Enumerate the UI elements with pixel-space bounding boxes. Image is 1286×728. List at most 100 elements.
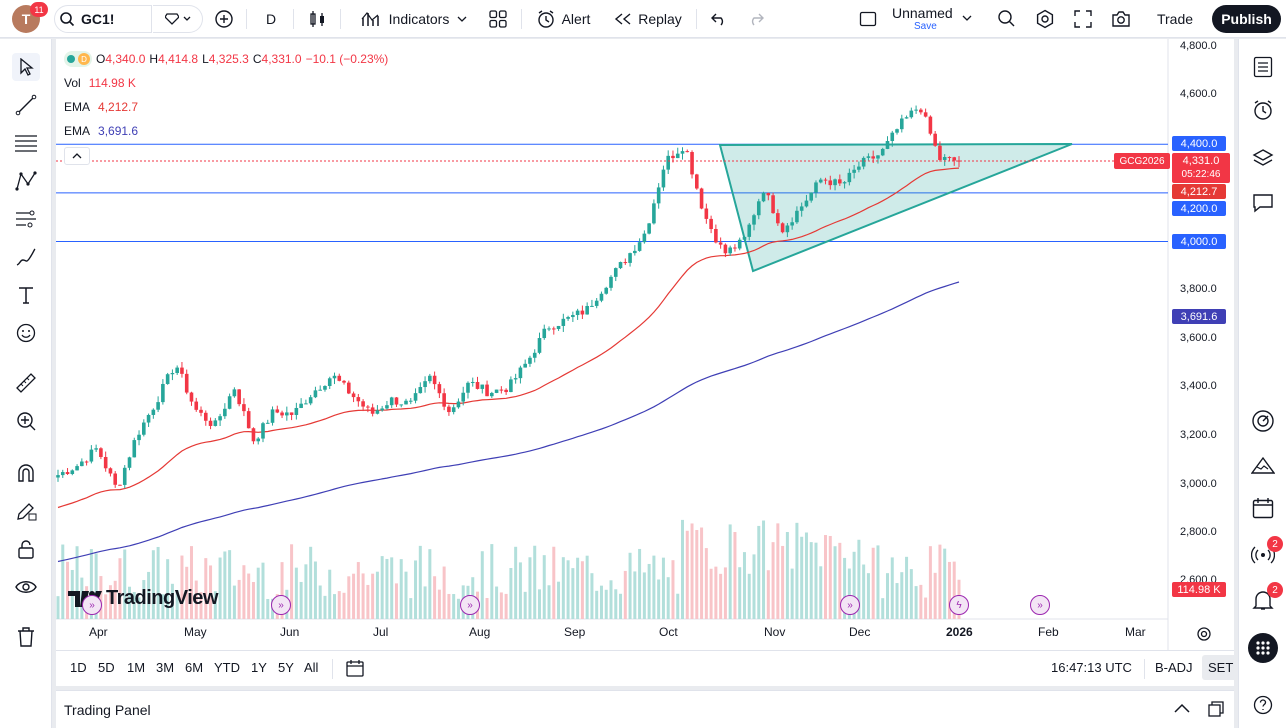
technicals-button[interactable] [1249, 407, 1277, 435]
range-all[interactable]: All [304, 660, 319, 675]
trade-button[interactable]: Trade [1156, 11, 1194, 27]
calendar-button[interactable] [1249, 494, 1277, 522]
level-4400-label: 4,400.0 [1172, 136, 1226, 151]
snapshot-button[interactable] [1108, 5, 1134, 33]
magnet-tool[interactable] [12, 459, 40, 487]
symbol-search[interactable]: GC1! [54, 5, 152, 33]
contract-label: GCG2026 [1114, 153, 1170, 169]
quick-search-button[interactable] [994, 5, 1020, 33]
calendar-range-icon[interactable] [346, 659, 366, 677]
candle [94, 448, 98, 450]
maximize-icon[interactable] [1208, 701, 1224, 717]
event-marker[interactable]: » [840, 595, 860, 615]
search-icon [60, 12, 75, 27]
settings-button[interactable] [1032, 5, 1058, 33]
volume-bar [99, 576, 103, 619]
volume-bar [895, 583, 899, 619]
fib-tool[interactable] [12, 129, 40, 157]
range-1y[interactable]: 1Y [251, 660, 267, 675]
templates-button[interactable] [484, 5, 512, 33]
candle [952, 157, 957, 161]
lock-tool[interactable] [12, 535, 40, 563]
watchlist-button[interactable] [1249, 53, 1277, 81]
trash-icon [18, 627, 34, 647]
trend-line-tool[interactable] [12, 91, 40, 119]
chart-pane[interactable]: D O 4,340.0 H 4,414.8 L 4,325.3 C 4,331.0 −1… [56, 39, 1234, 650]
volume-bar [170, 583, 174, 619]
volume-bar [108, 585, 112, 619]
remove-drawings-tool[interactable] [12, 623, 40, 651]
forecast-tool[interactable] [12, 205, 40, 233]
volume-bar [118, 558, 122, 619]
range-1d[interactable]: 1D [70, 660, 87, 675]
chats-button[interactable] [1249, 189, 1277, 217]
trading-panel[interactable]: Trading Panel [56, 690, 1234, 728]
emoji-tool[interactable] [12, 319, 40, 347]
volume-bar [638, 548, 642, 619]
brush-tool[interactable] [12, 243, 40, 271]
volume-bar [137, 597, 141, 619]
event-marker[interactable]: » [1030, 595, 1050, 615]
visibility-tool[interactable] [12, 573, 40, 601]
alerts-button[interactable] [1249, 96, 1277, 124]
event-marker[interactable]: » [271, 595, 291, 615]
indicators-button[interactable]: Indicators [352, 5, 476, 33]
range-5y[interactable]: 5Y [278, 660, 294, 675]
range-6m[interactable]: 6M [185, 660, 204, 675]
volume-bar [518, 562, 522, 619]
zoom-tool[interactable] [12, 407, 40, 435]
range-ytd[interactable]: YTD [214, 660, 240, 675]
interval-button[interactable]: D [265, 11, 277, 27]
clock-time[interactable]: 16:47:13 UTC [1051, 660, 1132, 675]
candle [346, 382, 351, 394]
replay-button[interactable]: Replay [610, 5, 686, 33]
volume-bar [318, 585, 322, 619]
notifications-button[interactable] [1249, 586, 1277, 614]
volume-bar [881, 598, 885, 619]
event-marker[interactable]: » [460, 595, 480, 615]
chart-type-button[interactable] [304, 5, 332, 33]
cursor-tool[interactable] [12, 53, 40, 81]
ideas-button[interactable] [1249, 451, 1277, 479]
chevron-up-icon[interactable] [1174, 703, 1190, 713]
layout-toggle[interactable] [855, 5, 881, 33]
event-marker[interactable]: » [82, 595, 102, 615]
redo-button[interactable] [743, 5, 769, 33]
adjustment-toggle[interactable]: B-ADJ [1155, 660, 1193, 675]
square-icon [859, 11, 877, 27]
text-tool[interactable] [12, 281, 40, 309]
range-5d[interactable]: 5D [98, 660, 115, 675]
time-tick: Apr [89, 625, 108, 639]
session-toggle[interactable]: SET [1202, 655, 1240, 680]
range-3m[interactable]: 3M [156, 660, 175, 675]
alert-button[interactable]: Alert [530, 5, 596, 33]
range-1m[interactable]: 1M [127, 660, 146, 675]
trading-panel-title[interactable]: Trading Panel [64, 702, 151, 718]
add-symbol-button[interactable] [210, 5, 238, 33]
apps-button[interactable] [1248, 633, 1278, 663]
help-button[interactable] [1249, 691, 1277, 719]
chart-settings-gear-icon[interactable] [1196, 626, 1212, 642]
chevron-down-icon[interactable] [962, 15, 972, 21]
object-tree-button[interactable] [1249, 144, 1277, 172]
streams-button[interactable] [1249, 539, 1277, 567]
volume-bar [151, 550, 155, 619]
top-toolbar: T 11 GC1! D Indicators Alert Replay [0, 0, 1286, 38]
triangle-drawing[interactable] [718, 143, 1073, 273]
layout-name-button[interactable]: Unnamed Save [886, 5, 976, 33]
drawing-mode-tool[interactable] [12, 497, 40, 525]
candle [203, 412, 208, 421]
price-tick: 4,800.0 [1180, 40, 1217, 52]
volume-bar [919, 584, 923, 619]
fullscreen-button[interactable] [1070, 5, 1096, 33]
volume-bar [938, 544, 942, 619]
publish-button[interactable]: Publish [1212, 5, 1281, 33]
pattern-tool[interactable] [12, 167, 40, 195]
price-chart[interactable] [56, 39, 1234, 650]
compare-button[interactable] [153, 5, 203, 33]
event-marker[interactable]: ϟ [949, 595, 969, 615]
candle [690, 152, 694, 175]
measure-tool[interactable] [12, 369, 40, 397]
collapse-legend-button[interactable] [64, 147, 90, 165]
undo-button[interactable] [706, 5, 732, 33]
